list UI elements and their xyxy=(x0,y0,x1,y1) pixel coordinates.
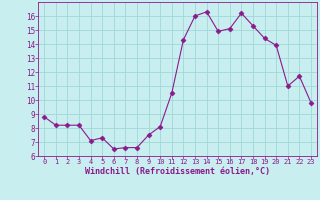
X-axis label: Windchill (Refroidissement éolien,°C): Windchill (Refroidissement éolien,°C) xyxy=(85,167,270,176)
